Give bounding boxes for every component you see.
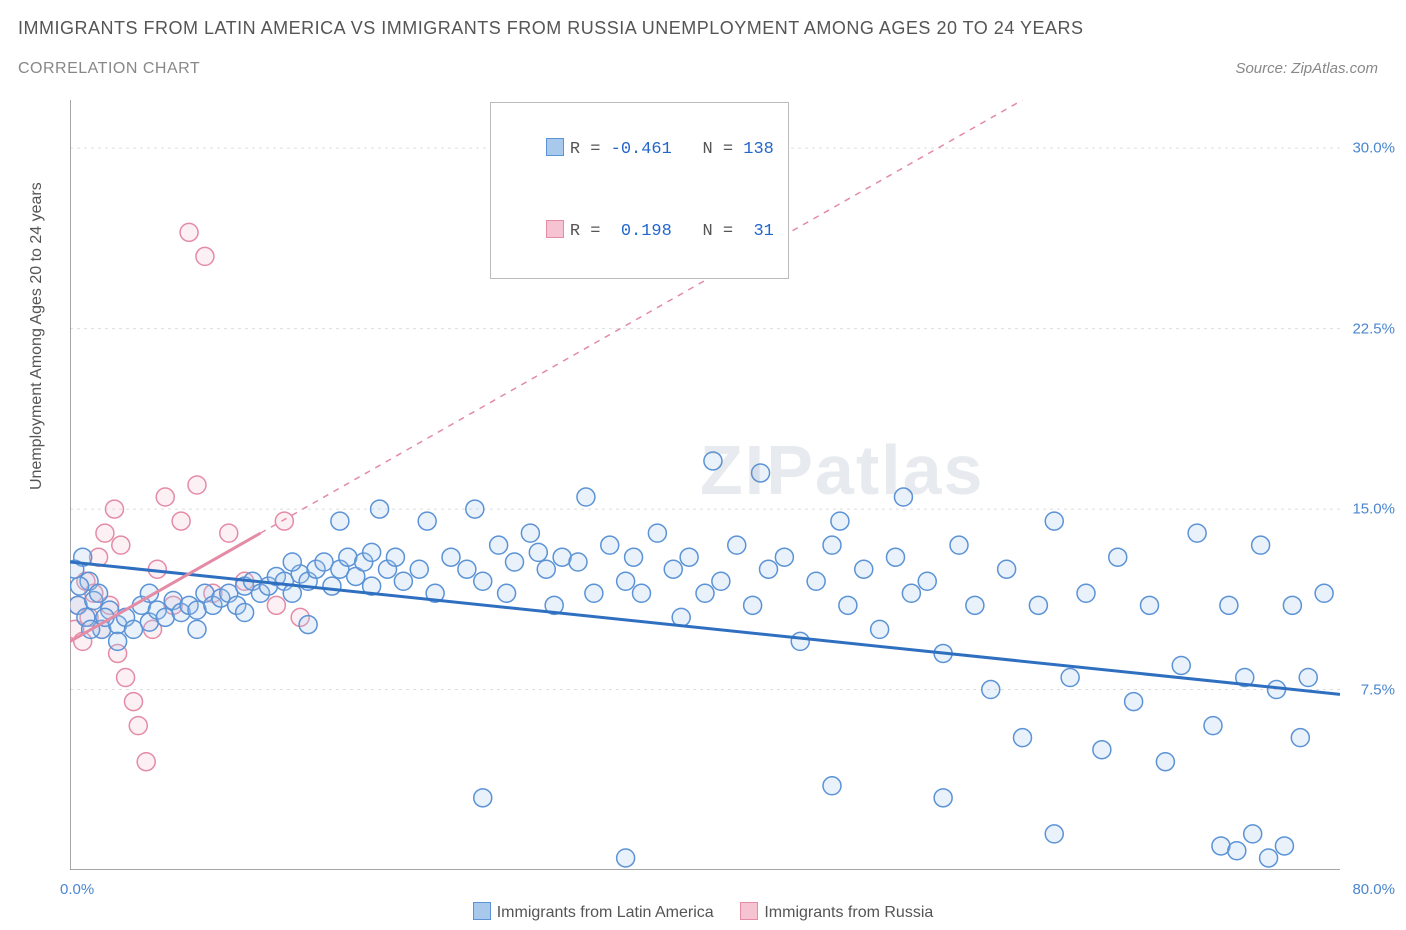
- r-value-russia: 0.198: [621, 222, 672, 241]
- y-tick-label: 15.0%: [1352, 501, 1395, 518]
- legend-swatch-latin-bottom: [473, 902, 491, 920]
- x-tick-label-max: 80.0%: [1352, 881, 1395, 898]
- bottom-legend: Immigrants from Latin America Immigrants…: [0, 902, 1406, 922]
- chart-title: IMMIGRANTS FROM LATIN AMERICA VS IMMIGRA…: [18, 18, 1084, 39]
- legend-label-latin: Immigrants from Latin America: [497, 904, 714, 921]
- y-tick-label: 7.5%: [1361, 681, 1395, 698]
- stats-row-latin: R = -0.461 N = 138: [505, 109, 774, 191]
- r-value-latin: -0.461: [611, 140, 672, 159]
- legend-swatch-latin: [546, 138, 564, 156]
- legend-label-russia: Immigrants from Russia: [764, 904, 933, 921]
- n-value-russia: 31: [753, 222, 773, 241]
- y-axis-label: Unemployment Among Ages 20 to 24 years: [28, 182, 46, 490]
- source-attribution: Source: ZipAtlas.com: [1235, 60, 1378, 77]
- y-tick-label: 22.5%: [1352, 320, 1395, 337]
- stats-row-russia: R = 0.198 N = 31: [505, 191, 774, 273]
- correlation-stats-box: R = -0.461 N = 138 R = 0.198 N = 31: [490, 102, 789, 279]
- legend-swatch-russia-bottom: [740, 902, 758, 920]
- chart-subtitle: CORRELATION CHART: [18, 60, 200, 78]
- n-value-latin: 138: [743, 140, 774, 159]
- x-tick-label-min: 0.0%: [60, 881, 94, 898]
- legend-swatch-russia: [546, 220, 564, 238]
- y-tick-label: 30.0%: [1352, 140, 1395, 157]
